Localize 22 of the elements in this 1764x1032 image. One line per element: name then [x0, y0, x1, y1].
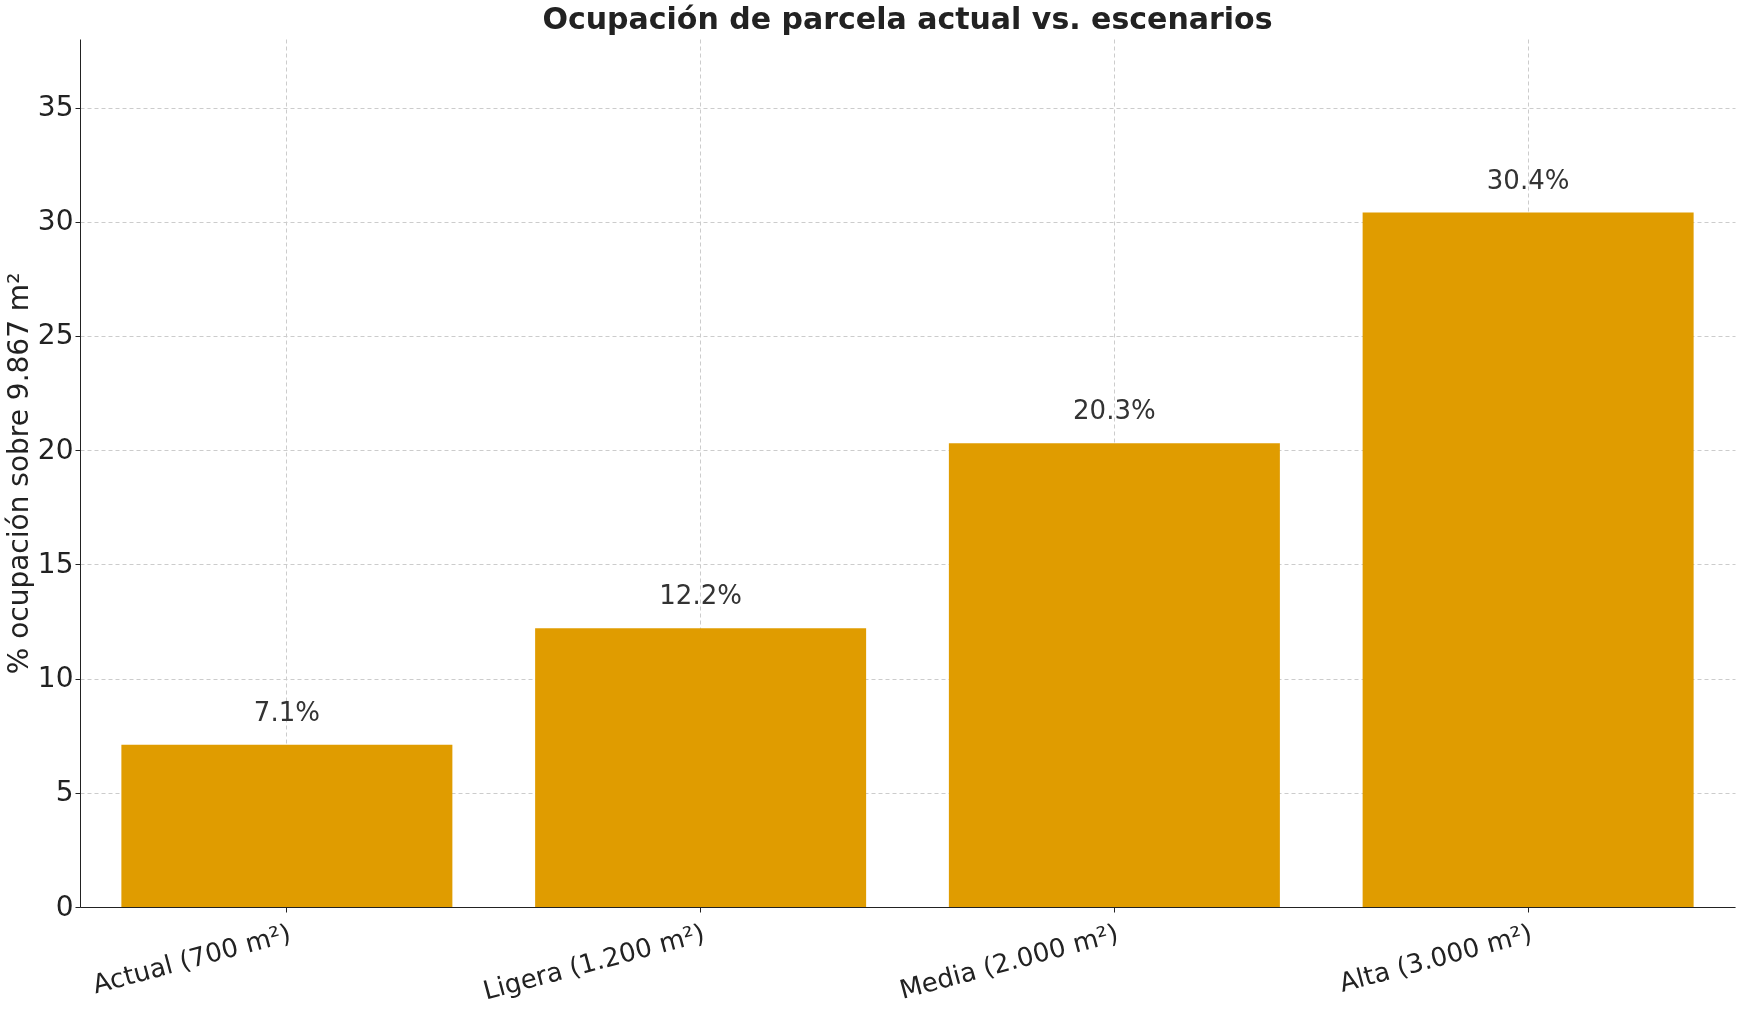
x-tick-label: Actual (700 m²)	[89, 917, 294, 1000]
y-tick-label: 10	[37, 661, 74, 695]
y-tick-label: 5	[55, 775, 74, 809]
chart-title: Ocupación de parcela actual vs. escenarios	[542, 1, 1273, 36]
bar	[535, 628, 867, 907]
y-tick-label: 25	[37, 318, 74, 352]
x-tick-label: Media (2.000 m²)	[896, 917, 1122, 1005]
y-tick-label: 35	[37, 90, 74, 124]
y-tick-label: 15	[37, 546, 74, 580]
data-label: 20.3%	[1073, 395, 1156, 426]
data-label: 7.1%	[253, 696, 320, 727]
data-label: 12.2%	[659, 580, 742, 611]
data-label: 30.4%	[1486, 164, 1570, 195]
y-tick-label: 20	[37, 432, 74, 466]
x-tick-label: Alta (3.000 m²)	[1335, 917, 1536, 998]
y-axis-title: % ocupación sobre 9.867 m²	[1, 272, 35, 675]
x-tick-label: Ligera (1.200 m²)	[479, 917, 708, 1006]
bar	[948, 443, 1280, 907]
y-tick-label: 30	[37, 204, 74, 238]
bar	[1362, 212, 1694, 907]
y-tick-label: 0	[55, 889, 74, 923]
bar	[121, 744, 453, 907]
